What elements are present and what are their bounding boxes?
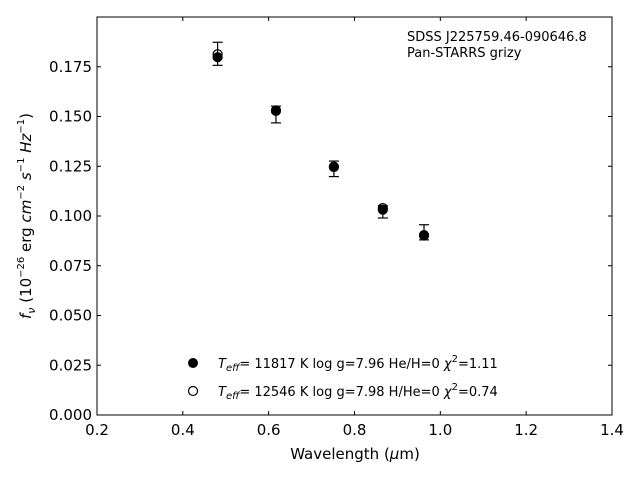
survey-annotation: Pan-STARRS grizy (407, 46, 522, 61)
y-tick-label: 0.150 (49, 108, 92, 126)
model-point-open (377, 202, 388, 214)
plot-frame (96, 16, 613, 416)
model-point-open (328, 161, 339, 173)
x-tick-label: 0.2 (85, 421, 109, 439)
x-tick-label: 1.4 (600, 421, 624, 439)
y-tick-label: 0.050 (49, 307, 92, 325)
y-axis-label: fν (10−26 erg cm−2 s−1 Hz−1) (16, 113, 38, 319)
legend: Teff= 11817 K log g=7.96 He/H=0 χ2=1.11 … (187, 354, 498, 402)
x-tick-label: 0.4 (171, 421, 195, 439)
model-point-open (212, 49, 223, 60)
y-tick-label: 0.100 (49, 207, 92, 225)
error-bars (212, 41, 430, 241)
object-name-annotation: SDSS J225759.46-090646.8 (407, 30, 587, 45)
y-tick-label: 0.000 (49, 406, 92, 424)
series-markers (212, 49, 430, 241)
model-point-open (418, 230, 430, 241)
legend-marker-filled (188, 358, 198, 368)
legend-marker-open (187, 385, 199, 397)
y-tick-label: 0.025 (49, 356, 92, 374)
x-tick-label: 1.0 (428, 421, 452, 439)
axis-ticks (96, 17, 613, 416)
x-tick-label: 0.6 (257, 421, 281, 439)
y-tick-labels: 0.000 0.025 0.050 0.075 0.100 0.125 0.150 0.175 (49, 58, 92, 424)
legend-label-2: Teff= 12546 K log g=7.98 H/He=0 χ2=0.74 (218, 382, 498, 402)
y-tick-label: 0.125 (49, 157, 92, 175)
x-tick-labels: 0.2 0.4 0.6 0.8 1.0 1.2 1.4 (85, 421, 624, 439)
y-tick-label: 0.075 (49, 257, 92, 275)
model-point-filled (212, 52, 223, 63)
model-point-open (270, 105, 282, 116)
x-tick-label: 0.8 (343, 421, 367, 439)
y-tick-label: 0.175 (49, 58, 92, 76)
legend-label-1: Teff= 11817 K log g=7.96 He/H=0 χ2=1.11 (218, 354, 498, 374)
x-axis-label: Wavelength (μm) (290, 445, 420, 463)
x-tick-label: 1.2 (514, 421, 538, 439)
